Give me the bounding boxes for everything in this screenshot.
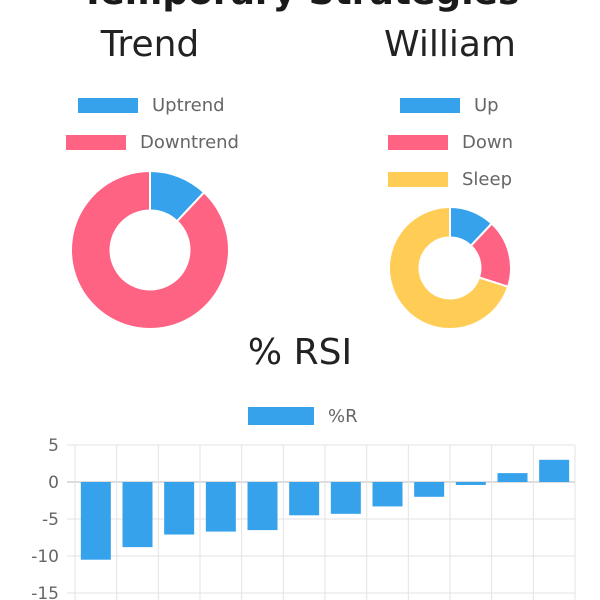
william-legend-up[interactable]: Up [400, 93, 499, 117]
rsi-bar[interactable] [330, 482, 361, 514]
rsi-y-tick-label: -15 [31, 584, 59, 600]
william-chart-title: William [384, 24, 516, 65]
william-legend-down-label: Down [462, 131, 514, 153]
trend-legend-uptrend-swatch [78, 97, 138, 113]
william-legend-sleep-label: Sleep [462, 168, 513, 190]
rsi-bar[interactable] [247, 482, 278, 531]
trend-legend-uptrend[interactable]: Uptrend [78, 93, 225, 117]
rsi-bar[interactable] [372, 482, 403, 507]
rsi-bar[interactable] [289, 482, 320, 516]
rsi-bar[interactable] [497, 473, 528, 482]
rsi-bar[interactable] [539, 459, 570, 482]
rsi-chart-title: % RSI [247, 332, 353, 373]
rsi-bar[interactable] [205, 482, 236, 532]
rsi-y-tick-label: -10 [31, 547, 59, 567]
rsi-bar[interactable] [455, 482, 486, 485]
rsi-y-tick-label: -5 [42, 510, 59, 530]
rsi-legend-r-label: %R [328, 405, 358, 427]
william-legend-down[interactable]: Down [388, 130, 513, 154]
william-legend-up-label: Up [474, 94, 499, 116]
william-doughnut-chart [388, 206, 512, 330]
trend-chart-title: Trend [100, 24, 200, 65]
william-legend-sleep-swatch [388, 171, 448, 187]
rsi-legend-r-swatch [248, 407, 314, 425]
page-title: Temporary Strategies [0, 0, 600, 13]
rsi-bar[interactable] [414, 482, 445, 497]
william-legend-up-swatch [400, 97, 460, 113]
william-legend-sleep[interactable]: Sleep [388, 167, 512, 191]
trend-legend-downtrend[interactable]: Downtrend [66, 130, 239, 154]
rsi-legend-r[interactable]: %R [248, 404, 358, 428]
trend-legend-uptrend-label: Uptrend [152, 94, 225, 116]
rsi-bar-chart: 5 0 -5 -10 -15 [31, 436, 576, 600]
william-slice-sleep[interactable] [388, 206, 510, 330]
rsi-bar[interactable] [122, 482, 153, 548]
rsi-y-tick-label: 5 [48, 436, 59, 456]
rsi-y-tick-label: 0 [48, 473, 59, 493]
trend-legend-downtrend-label: Downtrend [140, 131, 239, 153]
rsi-bar[interactable] [164, 482, 195, 535]
trend-legend-downtrend-swatch [66, 134, 126, 150]
trend-slice-downtrend[interactable] [70, 170, 230, 330]
rsi-bar[interactable] [80, 482, 111, 560]
trend-doughnut-chart [70, 170, 230, 330]
william-legend-down-swatch [388, 134, 448, 150]
rsi-grid [67, 444, 576, 600]
